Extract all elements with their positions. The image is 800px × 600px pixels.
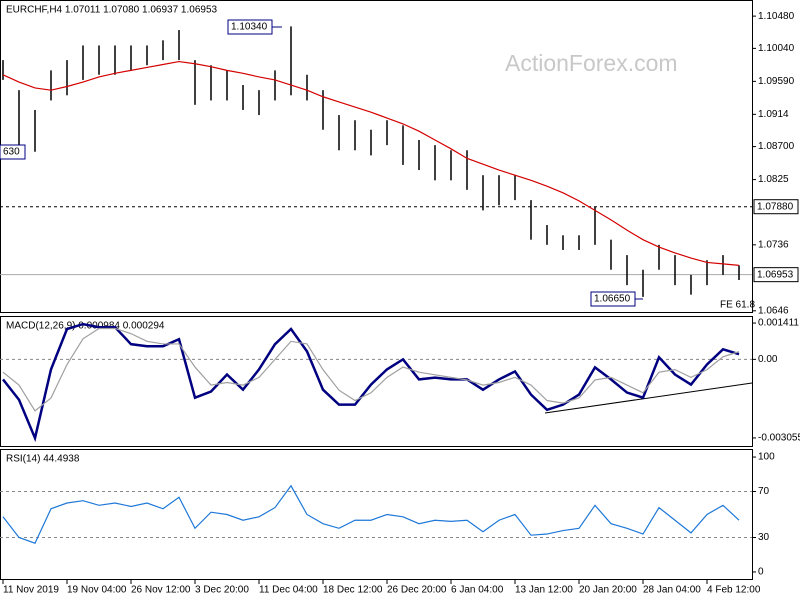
series-line	[2, 327, 740, 412]
x-tick-label: 13 Jan 12:00	[515, 585, 573, 596]
x-tick-label: 26 Nov 12:00	[131, 585, 191, 596]
series-line	[2, 484, 740, 544]
y-tick-label: 0.00	[758, 354, 778, 365]
y-tick-label: 0.001411	[758, 318, 799, 329]
price-label-box	[753, 267, 799, 283]
y-tick-label: 1.09590	[758, 76, 795, 87]
trend-line	[544, 382, 753, 414]
watermark: ActionForex.com	[505, 50, 678, 76]
x-tick-label: 6 Jan 04:00	[451, 585, 504, 596]
x-tick-label: 11 Dec 04:00	[259, 585, 318, 596]
x-tick-label: 4 Feb 12:00	[707, 585, 761, 596]
series-line	[2, 60, 740, 266]
x-tick-label: 26 Dec 20:00	[387, 585, 447, 596]
annotations: 1.10340 1.06650 630 FE 61.8	[0, 19, 755, 311]
x-tick-label: 3 Dec 20:00	[195, 585, 249, 596]
x-tick-label: 28 Jan 04:00	[643, 585, 701, 596]
y-tick-label: 1.10040	[758, 43, 795, 54]
y-tick-label: 1.0825	[758, 174, 789, 185]
annotation: 630	[3, 147, 20, 158]
price-title: EURCHF,H4 1.07011 1.07080 1.06937 1.0695…	[6, 5, 218, 16]
y-tick-label: 1.10480	[758, 11, 795, 22]
x-tick-label: 18 Dec 12:00	[323, 585, 383, 596]
y-tick-label: 100	[758, 452, 775, 463]
x-tick-label: 19 Nov 04:00	[67, 585, 127, 596]
annotation: FE 61.8	[720, 300, 755, 311]
y-tick-label: 30	[758, 532, 770, 543]
annotation: 1.10340	[231, 22, 268, 33]
y-tick-label: 1.08700	[758, 141, 795, 152]
y-tick-label: 0	[758, 567, 764, 578]
y-tick-label: 1.0646	[758, 305, 789, 316]
price-label: 1.07880	[757, 201, 794, 212]
macd-panel	[0, 316, 753, 447]
price-label: 1.06953	[757, 269, 794, 280]
y-tick-label: -0.003055	[758, 433, 800, 444]
rsi-title: RSI(14) 44.4938	[6, 454, 80, 465]
rsi-panel	[0, 449, 753, 580]
annotation-box	[0, 144, 26, 160]
y-tick-label: 1.0914	[758, 109, 789, 120]
x-tick-label: 11 Nov 2019	[3, 585, 59, 596]
annotation: 1.06650	[594, 294, 631, 305]
price-label-box	[753, 199, 799, 215]
macd-title: MACD(12,26,9) 0.000984 0.000294	[6, 321, 165, 332]
series-line	[2, 322, 740, 443]
x-tick-label: 20 Jan 20:00	[579, 585, 637, 596]
y-tick-label: 1.0736	[758, 239, 789, 250]
y-tick-label: 70	[758, 486, 770, 497]
